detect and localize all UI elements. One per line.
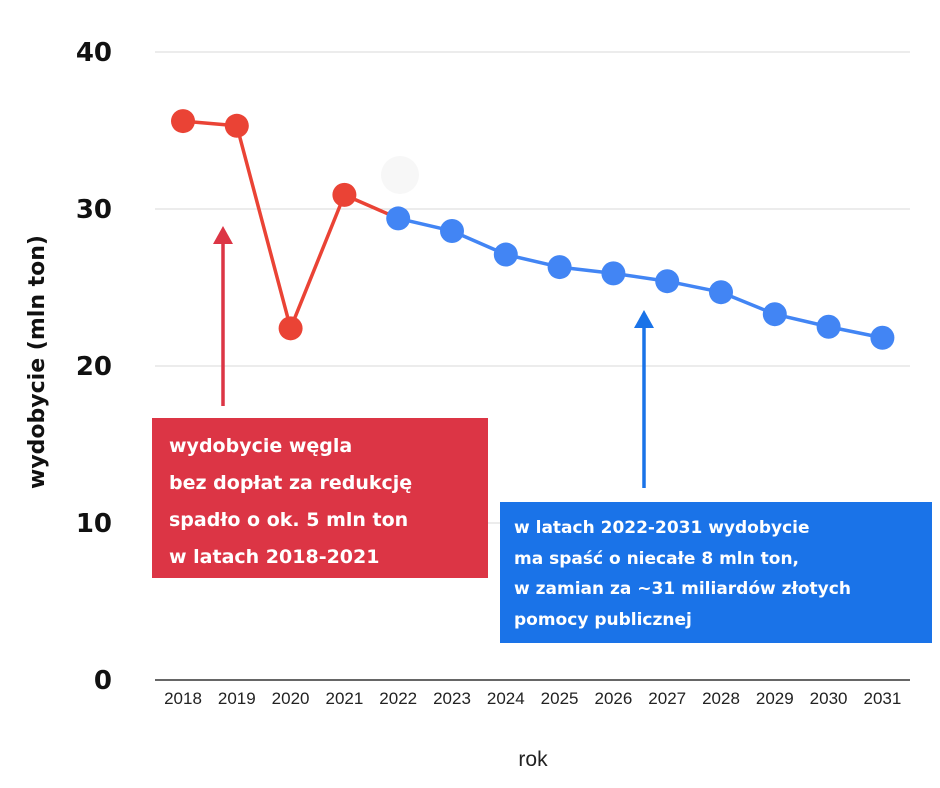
red-annotation-line: bez dopłat za redukcję [169,472,413,494]
x-axis-label: rok [518,748,548,771]
y-tick-label: 40 [76,38,112,68]
y-tick-label: 10 [76,509,112,539]
red-annotation-line: spadło o ok. 5 mln ton [169,509,409,531]
y-axis-label: wydobycie (mln ton) [25,235,50,489]
series-1-point [278,316,303,341]
blue-annotation-line: ma spaść o niecałe 8 mln ton, [514,548,800,569]
y-axis-ticks: 0 10 20 30 40 [76,38,112,696]
x-tick-label: 2022 [379,689,417,708]
x-tick-label: 2026 [594,689,632,708]
series-1-point [224,113,249,138]
x-tick-label: 2023 [433,689,471,708]
y-tick-label: 20 [76,352,112,382]
series-2-point [493,242,518,267]
x-tick-label: 2027 [648,689,686,708]
blue-annotation-box: w latach 2022-2031 wydobycie ma spaść o … [500,502,932,643]
x-tick-label: 2029 [756,689,794,708]
series-group [171,109,895,350]
x-tick-label: 2021 [325,689,363,708]
x-tick-label: 2020 [272,689,310,708]
series-1-point [171,109,195,134]
blue-annotation-line: w zamian za ~31 miliardów złotych [514,579,851,599]
series-1-line [182,119,399,331]
x-tick-label: 2018 [164,689,202,708]
red-annotation-box: wydobycie węgla bez dopłat za redukcję s… [152,418,488,578]
series-2-point [762,302,787,327]
y-tick-label: 0 [94,666,112,696]
x-tick-label: 2030 [810,689,848,708]
series-2-point [709,280,733,305]
series-2-point [655,269,680,294]
x-tick-label: 2019 [218,689,256,708]
x-tick-label: 2031 [863,689,901,708]
faint-marker [381,156,419,194]
x-tick-label: 2028 [702,689,740,708]
series-2-point [870,325,895,350]
x-tick-label: 2024 [487,689,525,708]
red-annotation-line: w latach 2018-2021 [169,546,380,568]
x-tick-label: 2025 [541,689,579,708]
series-2-point [386,206,411,231]
series-2-point [547,255,572,280]
blue-annotation-line: pomocy publicznej [514,609,692,630]
series-2-point [601,261,626,286]
blue-annotation-arrow-head [634,310,654,328]
red-annotation-line: wydobycie węgla [169,435,353,457]
red-annotation-arrow-head [213,226,233,244]
series-2-line [397,216,883,340]
series-2-point [440,218,464,243]
y-tick-label: 30 [76,195,112,225]
series-1-point [332,182,357,207]
blue-annotation-line: w latach 2022-2031 wydobycie [514,518,810,538]
series-2-point [816,314,841,339]
x-axis-ticks: 2018 2019 2020 2021 2022 2023 2024 2025 2026 2027… [164,689,901,708]
